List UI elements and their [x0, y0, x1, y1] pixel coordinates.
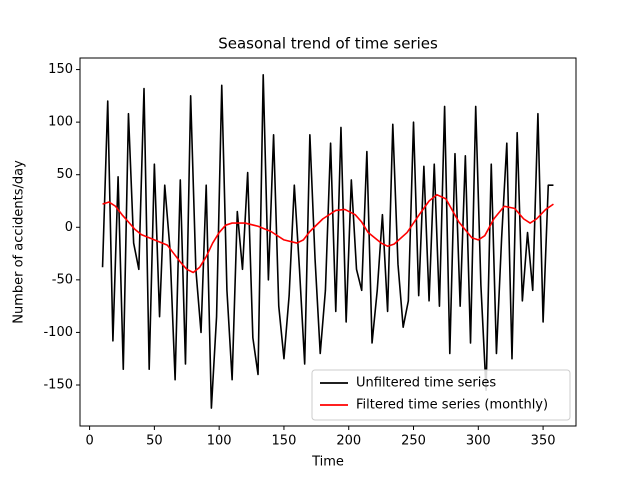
legend-label: Filtered time series (monthly) [356, 398, 548, 413]
x-tick-label: 350 [531, 434, 556, 449]
y-tick-label: 150 [48, 62, 73, 77]
x-tick-label: 250 [401, 434, 426, 449]
data-line [102, 193, 554, 274]
x-tick-label: 300 [466, 434, 491, 449]
y-tick-label: 50 [56, 167, 73, 182]
data-line [101, 74, 554, 409]
legend-box [311, 369, 571, 421]
x-tick-label: 200 [336, 434, 361, 449]
y-tick-label: -150 [43, 377, 73, 392]
legend-label: Unfiltered time series [356, 376, 496, 391]
plot-frame [79, 57, 577, 427]
x-tick-label: 0 [85, 434, 93, 449]
chart-title: Seasonal trend of time series [218, 35, 438, 53]
y-tick-label: 0 [65, 220, 73, 235]
x-tick-label: 100 [207, 434, 232, 449]
y-axis-label: Number of accidents/day [12, 160, 27, 324]
y-tick-label: -50 [52, 272, 73, 287]
legend: Unfiltered time series Filtered time seri… [311, 369, 571, 421]
x-axis-label: Time [311, 455, 344, 470]
x-tick-label: 150 [272, 434, 297, 449]
x-tick-label: 50 [146, 434, 163, 449]
y-tick-label: -100 [43, 325, 73, 340]
y-tick-label: 100 [48, 115, 73, 130]
